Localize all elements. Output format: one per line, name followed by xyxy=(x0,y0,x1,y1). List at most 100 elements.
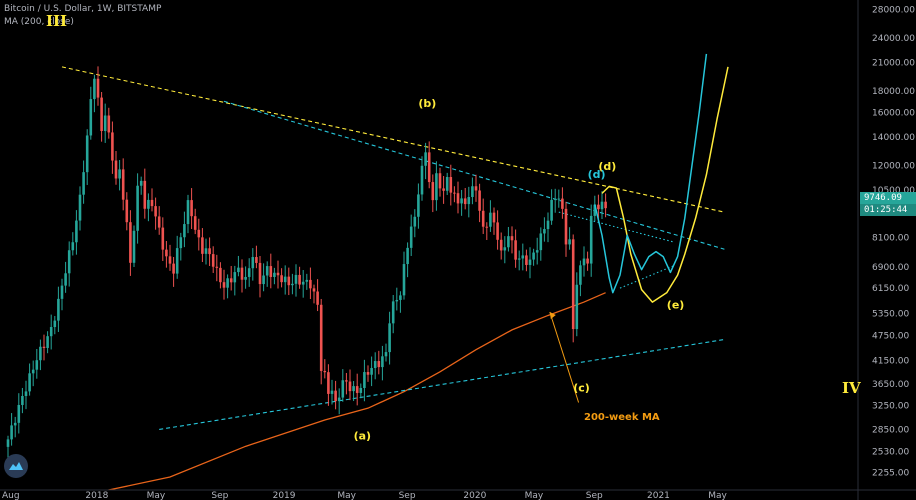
wave-label-5: (e) xyxy=(667,299,685,312)
candle-body xyxy=(521,255,525,259)
candle xyxy=(535,237,539,265)
candle-body xyxy=(373,361,377,368)
candle xyxy=(186,194,190,234)
candle-body xyxy=(172,263,175,274)
candle xyxy=(579,260,582,297)
candle xyxy=(366,365,370,382)
candle-body xyxy=(496,222,499,240)
candle-body xyxy=(294,274,298,284)
candle xyxy=(251,248,255,281)
candle-body xyxy=(593,204,597,216)
candle xyxy=(363,359,366,402)
candle xyxy=(215,254,219,282)
candle-body xyxy=(589,215,593,264)
tradingview-logo-icon[interactable] xyxy=(4,454,28,478)
candle-body xyxy=(528,259,532,265)
candle-body xyxy=(96,78,100,98)
candle-body xyxy=(67,250,71,274)
wave-label-3: (d) xyxy=(598,160,616,173)
candle xyxy=(399,291,402,313)
candle xyxy=(49,314,53,350)
candle-body xyxy=(233,272,237,283)
candle-body xyxy=(39,346,42,361)
candle xyxy=(460,189,463,216)
candle-body xyxy=(316,291,319,305)
candle-body xyxy=(165,249,168,257)
candle xyxy=(107,107,111,139)
candle xyxy=(197,218,201,251)
candle xyxy=(262,263,265,292)
candle xyxy=(521,243,525,271)
candle-body xyxy=(409,226,413,248)
candle xyxy=(409,214,413,257)
x-tick-label-0: Aug xyxy=(2,491,20,500)
candle-body xyxy=(564,208,568,245)
candle xyxy=(337,388,341,415)
candle-body xyxy=(319,304,323,371)
candle xyxy=(204,238,208,265)
candle-body xyxy=(276,272,280,276)
candle-body xyxy=(244,276,247,280)
candle-body xyxy=(327,372,330,394)
candle-body xyxy=(499,239,503,251)
y-tick-label-14: 4150.00 xyxy=(872,356,909,366)
candle-body xyxy=(78,194,82,221)
candle-body xyxy=(208,248,211,255)
symbol-legend[interactable]: Bitcoin / U.S. Dollar, 1W, BITSTAMP xyxy=(4,4,162,14)
candle xyxy=(273,267,276,285)
candle xyxy=(341,369,345,402)
candle xyxy=(435,161,438,211)
candle xyxy=(481,198,485,234)
plot-area xyxy=(6,53,729,490)
candle xyxy=(147,193,150,222)
y-tick-label-15: 3650.00 xyxy=(872,380,909,390)
candle xyxy=(42,334,46,361)
candle-body xyxy=(381,356,384,368)
y-tick-label-16: 3250.00 xyxy=(872,401,909,411)
candle-body xyxy=(129,222,132,263)
candle xyxy=(352,381,355,402)
candle xyxy=(510,226,514,254)
x-tick-label-6: Sep xyxy=(399,491,416,500)
candle-body xyxy=(370,367,373,375)
candle-body xyxy=(413,216,417,227)
y-tick-label-0: 28000.00 xyxy=(872,6,915,16)
candle-body xyxy=(139,180,143,186)
y-tick-label-12: 5350.00 xyxy=(872,310,909,320)
ma-legend[interactable]: MA (200, close) xyxy=(4,17,74,27)
candle-body xyxy=(575,284,579,330)
candle xyxy=(571,234,575,343)
candle-body xyxy=(460,198,463,204)
candle xyxy=(75,210,78,255)
candle xyxy=(467,186,471,218)
candle xyxy=(589,204,593,277)
candle-body xyxy=(24,391,28,397)
candle xyxy=(132,225,136,268)
ma-annotation: 200-week MA xyxy=(584,412,660,423)
candle xyxy=(82,160,85,204)
candle xyxy=(154,197,157,230)
candle xyxy=(150,188,154,212)
candle xyxy=(485,222,489,241)
candle-body xyxy=(334,390,337,402)
candle-body xyxy=(445,177,449,191)
candle xyxy=(10,413,13,446)
candle xyxy=(431,174,435,213)
wave-label-1: (b) xyxy=(418,97,436,110)
candle-body xyxy=(21,396,24,405)
candle xyxy=(291,273,294,295)
candle xyxy=(406,242,409,278)
y-tick-label-9: 8100.00 xyxy=(872,234,909,244)
candle xyxy=(309,267,312,300)
candle-body xyxy=(363,372,366,388)
candle xyxy=(139,176,143,195)
candle xyxy=(219,262,222,289)
candle-body xyxy=(463,198,467,205)
candle xyxy=(517,250,521,271)
candle xyxy=(258,255,262,298)
candle-body xyxy=(489,212,492,227)
candle-body xyxy=(456,193,460,204)
candle xyxy=(208,237,211,267)
candle-body xyxy=(517,258,521,260)
